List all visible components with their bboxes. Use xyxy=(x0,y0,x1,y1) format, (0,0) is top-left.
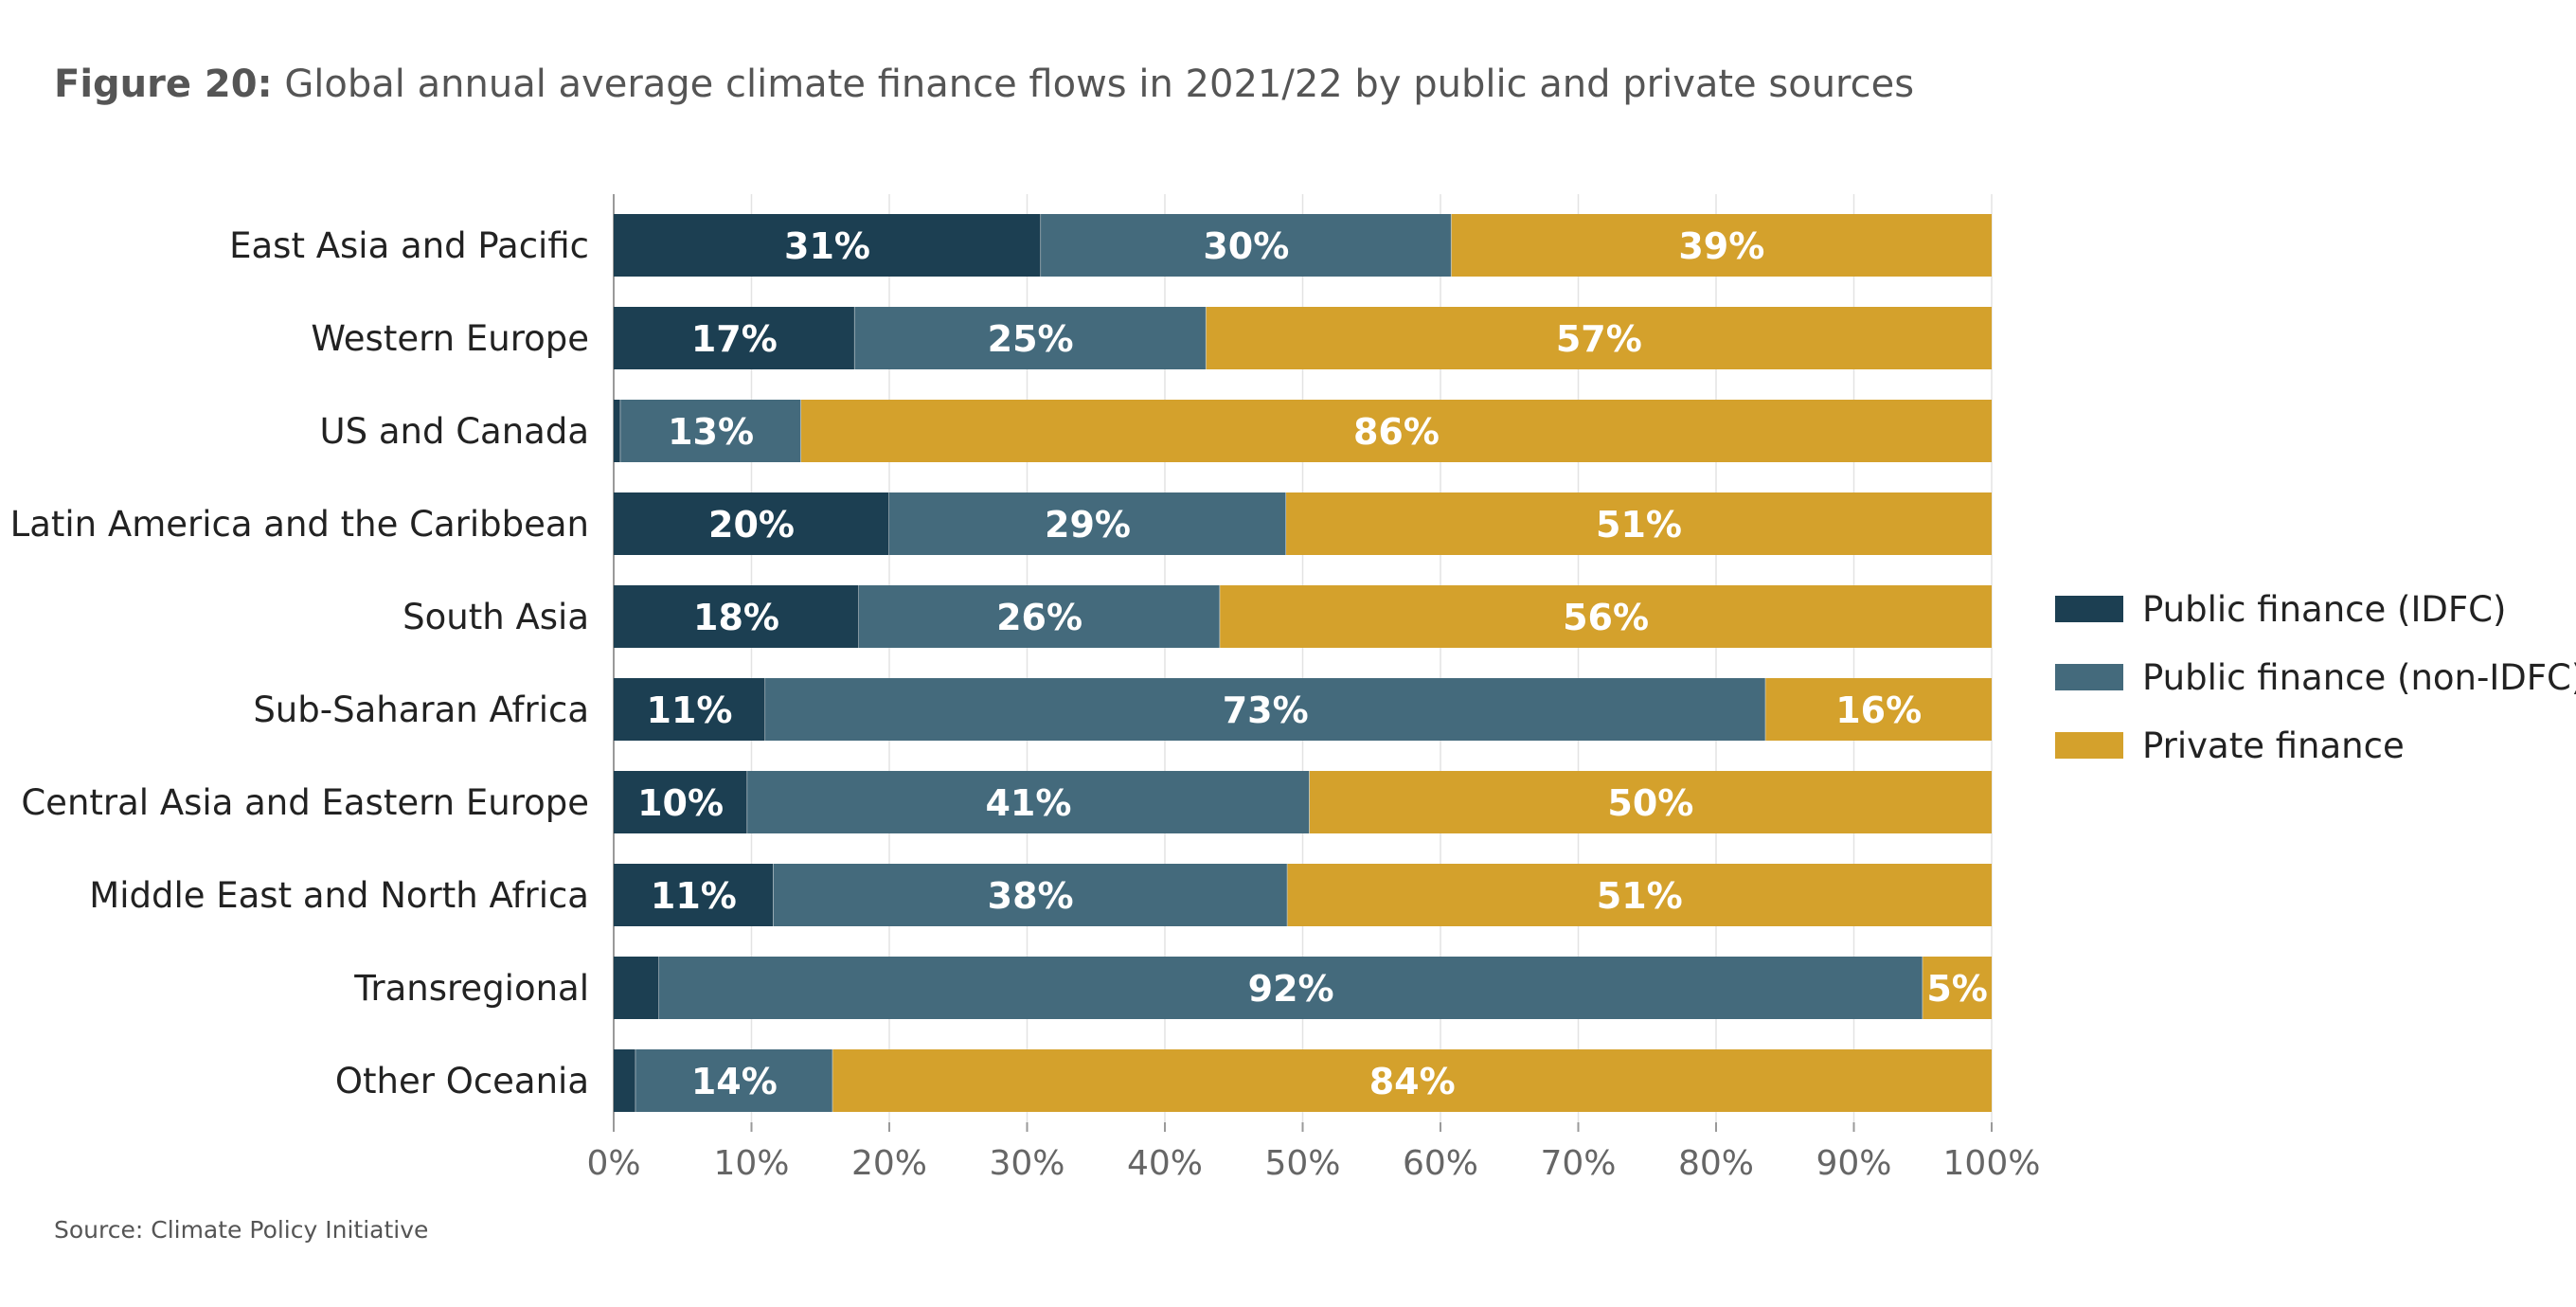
data-label: 25% xyxy=(988,318,1074,360)
data-label: 51% xyxy=(1597,875,1683,917)
bar-segment xyxy=(614,585,859,648)
data-label: 51% xyxy=(1596,504,1682,546)
data-label: 29% xyxy=(1045,504,1131,546)
figure-title: Figure 20: Global annual average climate… xyxy=(54,63,1914,106)
bar-segment xyxy=(614,771,748,833)
data-label: 11% xyxy=(651,875,737,917)
category-labels: East Asia and Pacific Western Europe US an… xyxy=(10,225,589,1101)
data-label: 84% xyxy=(1369,1061,1456,1102)
bar-segment xyxy=(800,400,1992,462)
bar-segment xyxy=(1286,492,1992,555)
data-labels: 31% 30% 39% 17% 25% 57% 13% 86% 20% 29% 51% 18% 26% 5… xyxy=(637,225,1988,1102)
bar-segment xyxy=(1765,678,1992,741)
data-label: 5% xyxy=(1926,968,1988,1010)
data-label: 92% xyxy=(1248,968,1334,1010)
category-label: Sub-Saharan Africa xyxy=(253,689,589,730)
data-label: 73% xyxy=(1223,689,1309,731)
category-label: East Asia and Pacific xyxy=(229,225,589,266)
bar-segment xyxy=(614,864,774,926)
bar-segment xyxy=(889,492,1287,555)
x-tick-label: 30% xyxy=(989,1144,1064,1183)
x-tick-label: 10% xyxy=(713,1144,789,1183)
data-label: 13% xyxy=(668,411,754,453)
x-tick-label: 90% xyxy=(1816,1144,1891,1183)
bar-segment xyxy=(614,678,766,741)
bars xyxy=(614,214,1992,1112)
source-note: Source: Climate Policy Initiative xyxy=(54,1216,429,1244)
category-label: Other Oceania xyxy=(335,1061,589,1101)
bar-segment xyxy=(1287,864,1992,926)
legend: Public finance (IDFC) Public finance (non… xyxy=(2055,589,2576,766)
legend-label: Public finance (IDFC) xyxy=(2142,589,2506,630)
bar-segment xyxy=(773,864,1288,926)
legend-swatch xyxy=(2055,596,2123,622)
bar-segment xyxy=(1923,957,1992,1019)
figure-title-text: Global annual average climate finance fl… xyxy=(284,63,1915,106)
bar-segment xyxy=(1206,307,1992,369)
legend-swatch xyxy=(2055,732,2123,759)
bar-segment xyxy=(614,214,1042,277)
x-tick-label: 20% xyxy=(851,1144,927,1183)
data-label: 11% xyxy=(647,689,733,731)
x-tick-label: 40% xyxy=(1127,1144,1203,1183)
bar-segment xyxy=(614,307,855,369)
bar-segment xyxy=(1451,214,1992,277)
data-label: 39% xyxy=(1678,225,1764,267)
x-tick-label: 50% xyxy=(1264,1144,1340,1183)
x-tick-label: 80% xyxy=(1678,1144,1754,1183)
data-label: 26% xyxy=(996,597,1082,638)
x-tick-label: 60% xyxy=(1403,1144,1478,1183)
bar-segment xyxy=(635,1049,833,1112)
bar-segment xyxy=(614,492,889,555)
data-label: 56% xyxy=(1563,597,1649,638)
data-label: 86% xyxy=(1353,411,1440,453)
category-label: Central Asia and Eastern Europe xyxy=(21,782,589,823)
category-label: South Asia xyxy=(402,597,589,637)
legend-swatch xyxy=(2055,664,2123,690)
data-label: 50% xyxy=(1607,782,1693,824)
data-label: 20% xyxy=(708,504,795,546)
data-label: 10% xyxy=(637,782,724,824)
figure-label: Figure 20: xyxy=(54,63,273,106)
data-label: 30% xyxy=(1203,225,1289,267)
category-label: Middle East and North Africa xyxy=(89,875,589,916)
bar-segment xyxy=(1220,585,1992,648)
data-label: 17% xyxy=(691,318,778,360)
data-label: 38% xyxy=(988,875,1074,917)
bar-segment xyxy=(854,307,1207,369)
legend-label: Public finance (non-IDFC) xyxy=(2142,657,2576,698)
legend-label: Private finance xyxy=(2142,725,2405,766)
data-label: 57% xyxy=(1556,318,1642,360)
category-label: US and Canada xyxy=(320,411,590,452)
category-label: Western Europe xyxy=(311,318,589,359)
bar-segment xyxy=(858,585,1221,648)
category-label: Transregional xyxy=(353,968,589,1009)
bar-segment xyxy=(747,771,1310,833)
category-label: Latin America and the Caribbean xyxy=(10,504,589,545)
bar-segment xyxy=(614,400,621,462)
bar-segment xyxy=(614,957,660,1019)
data-label: 31% xyxy=(784,225,870,267)
x-tick-label: 70% xyxy=(1540,1144,1616,1183)
data-label: 41% xyxy=(985,782,1071,824)
data-label: 14% xyxy=(691,1061,778,1102)
bar-segment xyxy=(832,1049,1992,1112)
bar-segment xyxy=(1309,771,1992,833)
bar-segment xyxy=(620,400,801,462)
bar-segment xyxy=(765,678,1766,741)
bar-segment xyxy=(614,1049,636,1112)
x-tick-label: 0% xyxy=(586,1144,640,1183)
bar-segment xyxy=(659,957,1923,1019)
bar-segment xyxy=(1041,214,1452,277)
x-tick-label: 100% xyxy=(1943,1144,2041,1183)
data-label: 16% xyxy=(1835,689,1922,731)
x-axis-ticks: 0% 10% 20% 30% 40% 50% 60% 70% 80% 90% 100% xyxy=(586,1144,2040,1183)
data-label: 18% xyxy=(693,597,779,638)
